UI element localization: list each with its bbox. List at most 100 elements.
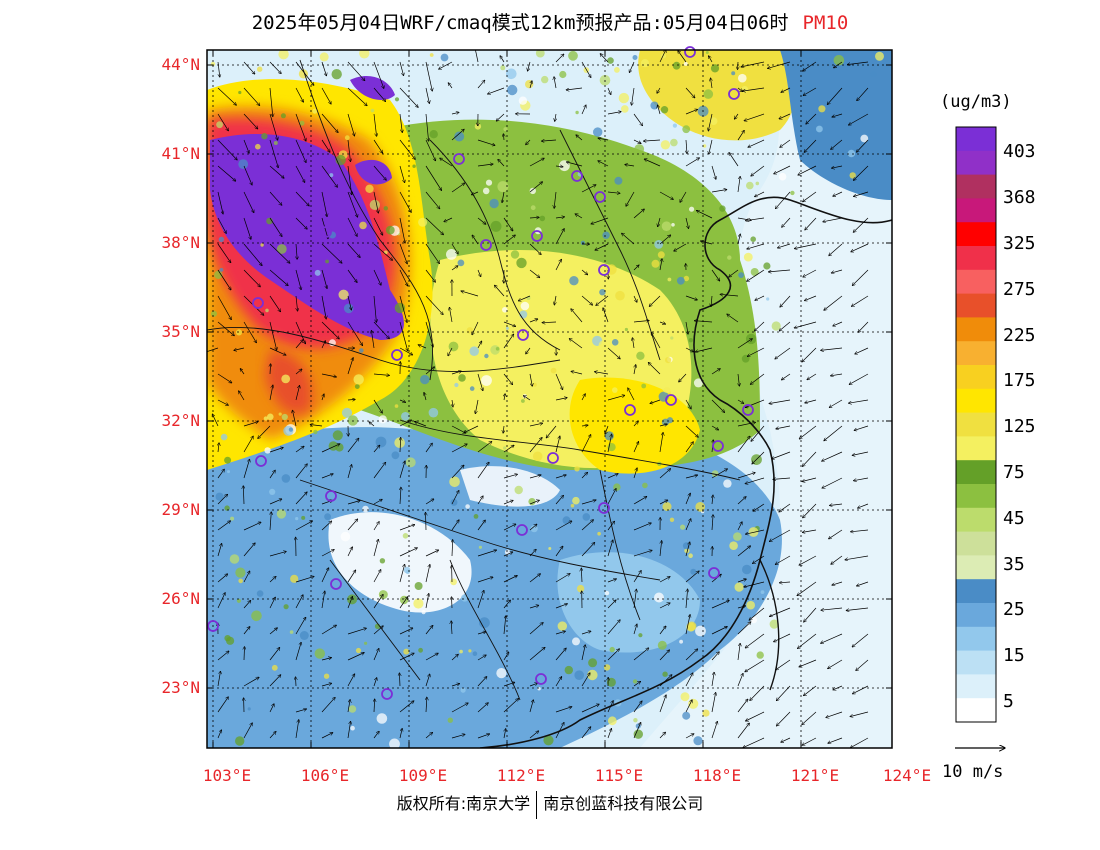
wind-vector: [243, 522, 261, 531]
wind-vector: [296, 243, 297, 259]
wind-vector: [269, 597, 275, 609]
wind-vector: [711, 369, 720, 375]
wind-vector: [503, 334, 514, 349]
wind-vector: [217, 373, 232, 383]
wind-vector: [244, 647, 245, 661]
field-speckle: [490, 220, 502, 232]
wind-vector: [425, 653, 438, 661]
wind-vector: [496, 113, 505, 121]
field-speckle: [750, 236, 756, 242]
wind-vector: [659, 603, 670, 609]
field-speckle: [486, 349, 490, 353]
wind-vector: [399, 701, 414, 713]
wind-vector: [451, 490, 459, 505]
wind-vector: [633, 139, 641, 144]
wind-vector: [632, 338, 634, 349]
wind-vector: [745, 529, 765, 534]
colorbar-label: 25: [1003, 599, 1025, 620]
taiwan-coast: [759, 559, 780, 691]
wind-vector: [295, 492, 307, 505]
wind-vector: [711, 78, 713, 89]
wind-vector: [269, 675, 281, 687]
field-speckle: [478, 545, 482, 549]
wind-vector: [269, 470, 275, 479]
field-speckle: [632, 55, 638, 60]
wind-vector: [471, 191, 479, 195]
field-speckle: [485, 179, 493, 186]
wind-vector: [853, 165, 869, 180]
wind-vector: [418, 345, 427, 349]
wind-vector: [503, 321, 516, 326]
field-speckle: [235, 567, 246, 578]
wind-vector: [737, 723, 750, 739]
wind-vector: [829, 504, 843, 506]
wind-vector: [347, 269, 357, 283]
city-marker: [480, 239, 492, 251]
city-marker: [531, 230, 543, 242]
wind-vector: [217, 113, 229, 131]
wind-vector: [696, 210, 713, 219]
field-speckle: [312, 108, 318, 114]
field-speckle: [683, 61, 688, 66]
wind-vector: [269, 499, 282, 505]
wind-vector: [857, 87, 869, 101]
wind-vector: [498, 159, 505, 167]
city-marker: [684, 46, 696, 58]
field-speckle: [680, 524, 686, 530]
wind-vector: [503, 425, 504, 433]
wind-vector: [854, 477, 869, 481]
field-speckle: [738, 272, 744, 278]
chart-title: 2025年05月04日WRF/cmaq模式12km预报产品:05月04日06时 P…: [0, 8, 1100, 35]
wind-vector: [347, 165, 352, 195]
wind-vector: [295, 269, 301, 290]
field-speckle: [261, 133, 268, 140]
colorbar-swatch: [956, 269, 996, 295]
wind-vector: [685, 519, 691, 531]
wind-vector: [768, 269, 791, 272]
lat-label-41: 41°N: [161, 144, 200, 163]
colorbar-label: 403: [1003, 141, 1036, 162]
colorbar-unit: (ug/m3): [940, 92, 1012, 112]
wind-vector: [727, 314, 739, 323]
wind-vector: [321, 61, 327, 76]
city-marker: [320, 226, 332, 238]
wind-vector: [295, 576, 314, 583]
field-speckle: [723, 479, 732, 488]
field-speckle: [448, 341, 459, 352]
wind-vector: [373, 321, 389, 339]
field-speckle: [394, 97, 400, 102]
wind-vector: [596, 295, 609, 306]
wind-vector: [373, 648, 379, 661]
wind-field: [207, 50, 869, 748]
wind-vector: [581, 105, 586, 115]
wind-vector: [477, 496, 483, 505]
wind-vector: [452, 597, 453, 609]
wind-vector: [399, 461, 405, 479]
field-speckle: [756, 651, 764, 659]
wind-vector: [603, 308, 609, 323]
wind-vector: [243, 723, 252, 739]
wind-vector: [679, 373, 687, 382]
field-speckle: [446, 249, 457, 260]
field-speckle: [460, 687, 466, 693]
wind-vector: [373, 243, 393, 260]
wind-vector: [831, 139, 843, 150]
field-speckle: [369, 199, 380, 210]
field-speckle: [528, 498, 536, 506]
wind-vector: [373, 374, 390, 375]
province-line-9: [329, 559, 421, 681]
field-speckle: [276, 509, 287, 519]
field-speckle: [281, 374, 291, 384]
wind-vector: [686, 139, 687, 154]
field-speckle: [220, 433, 228, 441]
field-speckle: [703, 89, 714, 99]
wind-vector: [269, 139, 278, 168]
wind-vector: [477, 373, 483, 391]
wind-vector: [373, 87, 386, 102]
colorbar-label: 35: [1003, 554, 1025, 575]
field-speckle: [520, 301, 530, 311]
wind-vector: [633, 468, 637, 479]
wind-vector: [472, 235, 479, 245]
field-speckle: [450, 498, 458, 506]
wind-vector: [779, 582, 791, 583]
